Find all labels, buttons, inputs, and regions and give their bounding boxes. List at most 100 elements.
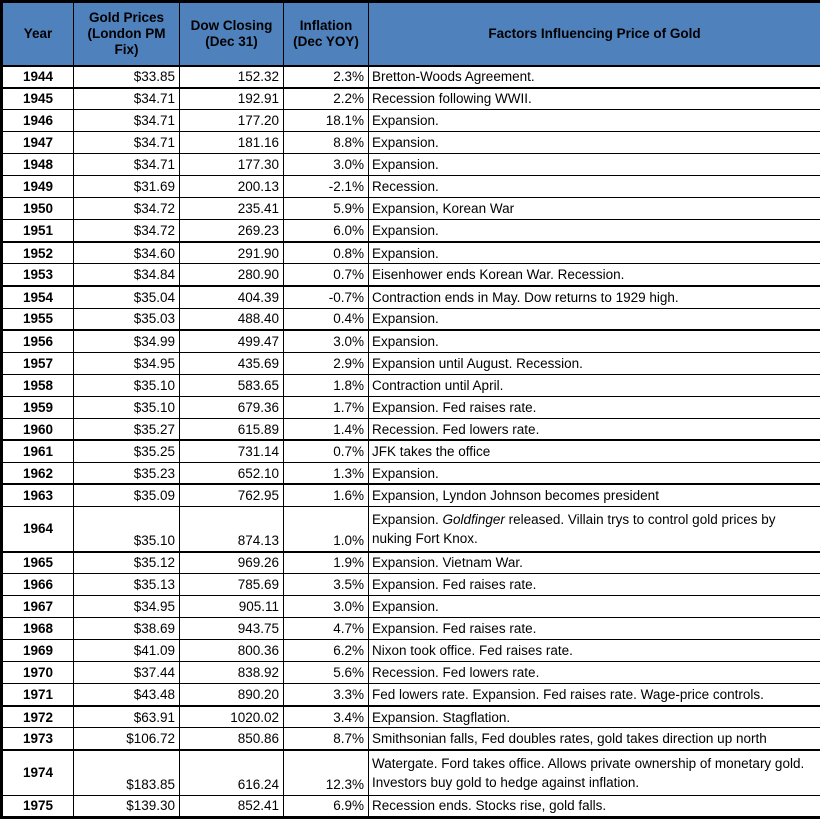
factors-italic-text: Goldfinger [442,511,505,527]
table-row: 1951 $34.72 269.23 6.0% Expansion. [1,219,820,243]
table-row: 1968 $38.69 943.75 4.7% Expansion. Fed raise… [1,617,820,641]
factors-cell: Recession following WWII. [368,86,820,111]
year-cell: 1963 [1,483,74,507]
dow-close-cell: 192.91 [179,86,284,111]
col-header-inflation: Inflation (Dec YOY) [283,1,369,67]
factors-text: Expansion. Stagflation. [372,709,511,725]
table-row: 1969 $41.09 800.36 6.2% Nixon took office. F… [1,639,820,663]
inflation-cell: 3.0% [283,153,369,177]
factors-text: Eisenhower ends Korean War. Recession. [372,267,625,283]
gold-price-cell: $34.71 [73,131,180,155]
gold-price-cell: $38.69 [73,617,180,641]
factors-text: Expansion. Fed raises rate. [372,577,537,593]
table-body: 1944 $33.85 152.32 2.3% Bretton-Woods Agreem… [1,64,820,819]
year-cell: 1948 [1,153,74,177]
factors-cell: Expansion until August. Recession. [368,351,820,375]
year-cell: 1953 [1,263,74,287]
factors-cell: Expansion. Goldfinger released. Villain … [368,505,820,553]
factors-text: Expansion, Lyndon Johnson becomes presid… [372,488,659,504]
dow-close-cell: 235.41 [179,197,284,221]
dow-close-cell: 800.36 [179,639,284,663]
factors-text: Expansion. [372,135,439,151]
gold-price-cell: $35.12 [73,550,180,575]
year-cell: 1967 [1,595,74,619]
gold-price-cell: $34.71 [73,109,180,133]
table-row: 1974 $183.85 616.24 12.3% Watergate. Ford ta… [1,748,820,796]
factors-text: Recession ends. Stocks rise, gold falls. [372,798,607,814]
factors-cell: Contraction ends in May. Dow returns to … [368,284,820,309]
header-row: Year Gold Prices (London PM Fix) Dow Clo… [1,1,820,67]
dow-close-cell: 838.92 [179,661,284,685]
factors-text: Nixon took office. Fed raises rate. [372,643,573,659]
factors-cell: Watergate. Ford takes office. Allows pri… [368,748,820,796]
factors-cell: Expansion. [368,153,820,177]
inflation-cell: 0.7% [283,439,369,463]
dow-close-cell: 200.13 [179,175,284,199]
year-cell: 1974 [1,748,74,796]
factors-text: Bretton-Woods Agreement. [372,69,535,85]
factors-text: Expansion. [372,113,439,129]
factors-text: Expansion. [372,333,439,349]
table-row: 1945 $34.71 192.91 2.2% Recession following … [1,86,820,111]
col-header-dow-closing: Dow Closing (Dec 31) [179,1,284,67]
gold-price-cell: $34.95 [73,595,180,619]
dow-close-cell: 1020.02 [179,704,284,729]
table-row: 1944 $33.85 152.32 2.3% Bretton-Woods Agreem… [1,64,820,89]
factors-text: Smithsonian falls, Fed doubles rates, go… [372,731,767,747]
factors-cell: Fed lowers rate. Expansion. Fed raises r… [368,683,820,707]
dow-close-cell: 488.40 [179,307,284,331]
table-row: 1947 $34.71 181.16 8.8% Expansion. [1,131,820,155]
inflation-cell: 3.3% [283,683,369,707]
inflation-cell: 1.6% [283,483,369,507]
gold-price-cell: $34.71 [73,86,180,111]
dow-close-cell: 731.14 [179,439,284,463]
year-cell: 1955 [1,307,74,331]
factors-cell: Bretton-Woods Agreement. [368,64,820,89]
inflation-cell: 2.3% [283,64,369,89]
inflation-cell: 5.9% [283,197,369,221]
factors-cell: Recession ends. Stocks rise, gold falls. [368,794,820,819]
gold-price-cell: $35.10 [73,505,180,553]
year-cell: 1973 [1,727,74,751]
factors-cell: Expansion. Fed raises rate. [368,573,820,597]
year-cell: 1969 [1,639,74,663]
factors-cell: Expansion. [368,109,820,133]
factors-cell: Expansion. [368,131,820,155]
gold-price-cell: $35.04 [73,284,180,309]
table-row: 1975 $139.30 852.41 6.9% Recession ends. Sto… [1,794,820,819]
factors-text: Recession. Fed lowers rate. [372,421,540,437]
factors-cell: Expansion. Fed raises rate. [368,617,820,641]
dow-close-cell: 499.47 [179,329,284,353]
inflation-cell: 3.0% [283,329,369,353]
year-cell: 1957 [1,351,74,375]
gold-price-cell: $41.09 [73,639,180,663]
gold-price-cell: $35.27 [73,417,180,441]
factors-cell: Expansion. [368,240,820,265]
year-cell: 1972 [1,704,74,729]
factors-cell: Smithsonian falls, Fed doubles rates, go… [368,727,820,751]
table-row: 1952 $34.60 291.90 0.8% Expansion. [1,240,820,265]
year-cell: 1968 [1,617,74,641]
inflation-cell: 1.8% [283,373,369,397]
factors-cell: Expansion. [368,461,820,485]
year-cell: 1964 [1,505,74,553]
dow-close-cell: 785.69 [179,573,284,597]
year-cell: 1966 [1,573,74,597]
table-row: 1950 $34.72 235.41 5.9% Expansion, Korean Wa… [1,197,820,221]
factors-cell: Expansion. [368,219,820,243]
gold-price-cell: $106.72 [73,727,180,751]
inflation-cell: 0.8% [283,240,369,265]
factors-text: Contraction ends in May. Dow returns to … [372,289,679,305]
dow-close-cell: 850.86 [179,727,284,751]
inflation-cell: 4.7% [283,617,369,641]
inflation-cell: 6.2% [283,639,369,663]
factors-text: Recession. [372,179,439,195]
factors-cell: Expansion, Korean War [368,197,820,221]
factors-cell: Contraction until April. [368,373,820,397]
table-row: 1971 $43.48 890.20 3.3% Fed lowers rate. Exp… [1,683,820,707]
gold-price-cell: $34.72 [73,197,180,221]
table-row: 1966 $35.13 785.69 3.5% Expansion. Fed raise… [1,573,820,597]
factors-text: JFK takes the office [372,444,491,460]
year-cell: 1959 [1,395,74,419]
factors-text: Expansion. [372,511,443,527]
